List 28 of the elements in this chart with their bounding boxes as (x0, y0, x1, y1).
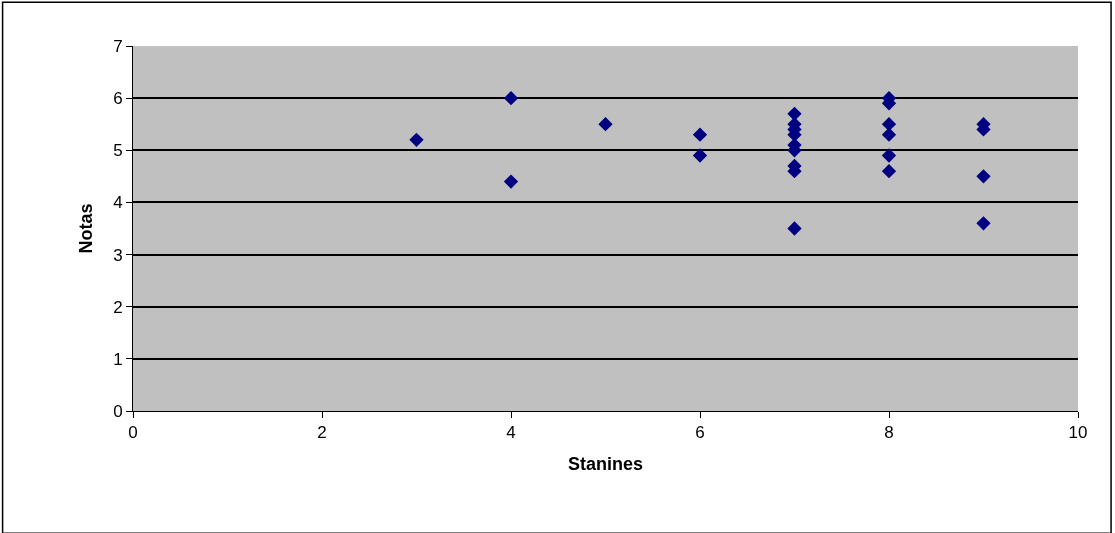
y-tick-label: 7 (113, 36, 123, 56)
y-tick-label: 6 (113, 89, 123, 109)
y-tick-label: 1 (113, 349, 123, 369)
point (976, 216, 991, 231)
x-tick-label: 4 (506, 423, 516, 443)
y-tick-label: 3 (113, 245, 123, 265)
point (503, 90, 519, 106)
point (787, 221, 802, 236)
y-axis-title: Notas (76, 203, 97, 254)
point (692, 148, 708, 163)
x-axis-title: Stanines (567, 453, 644, 474)
y-tick-label: 5 (113, 141, 123, 161)
y-tick-label: 2 (113, 297, 123, 317)
y-tick-label: 4 (113, 193, 123, 213)
x-tick-label: 0 (128, 423, 138, 443)
x-tick-label: 6 (695, 423, 705, 443)
x-tick-label: 8 (884, 423, 894, 443)
point (692, 127, 708, 142)
x-tick-label: 2 (317, 423, 327, 443)
point (881, 163, 897, 179)
point (409, 132, 424, 148)
y-tick-label: 0 (113, 401, 123, 421)
point (976, 169, 991, 184)
point (881, 148, 897, 163)
point (881, 127, 897, 142)
x-tick-label: 10 (1068, 423, 1088, 443)
point (598, 117, 613, 132)
point (503, 174, 519, 189)
